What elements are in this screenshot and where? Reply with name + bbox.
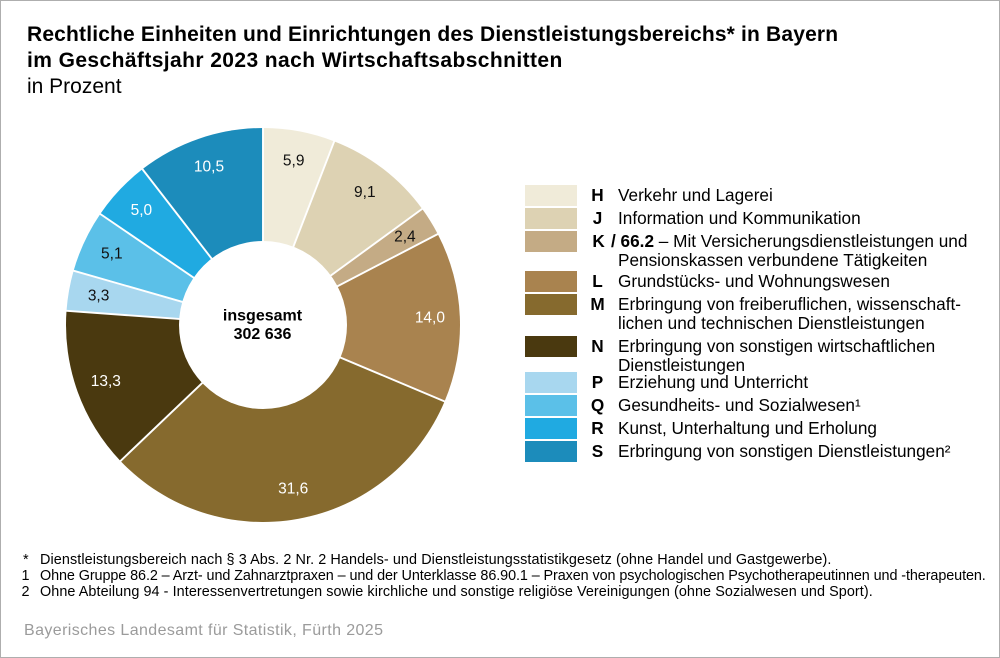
svg-text:5,0: 5,0 — [131, 202, 153, 219]
svg-text:3,3: 3,3 — [88, 287, 110, 304]
svg-text:2,4: 2,4 — [394, 229, 416, 246]
svg-text:13,3: 13,3 — [91, 373, 121, 390]
svg-text:302 636: 302 636 — [234, 326, 292, 343]
svg-text:31,6: 31,6 — [278, 481, 308, 498]
svg-text:14,0: 14,0 — [415, 310, 446, 327]
svg-text:5,9: 5,9 — [283, 152, 305, 169]
svg-text:insgesamt: insgesamt — [223, 308, 303, 325]
svg-text:10,5: 10,5 — [194, 159, 224, 176]
svg-text:5,1: 5,1 — [101, 246, 123, 263]
svg-text:9,1: 9,1 — [354, 184, 376, 201]
